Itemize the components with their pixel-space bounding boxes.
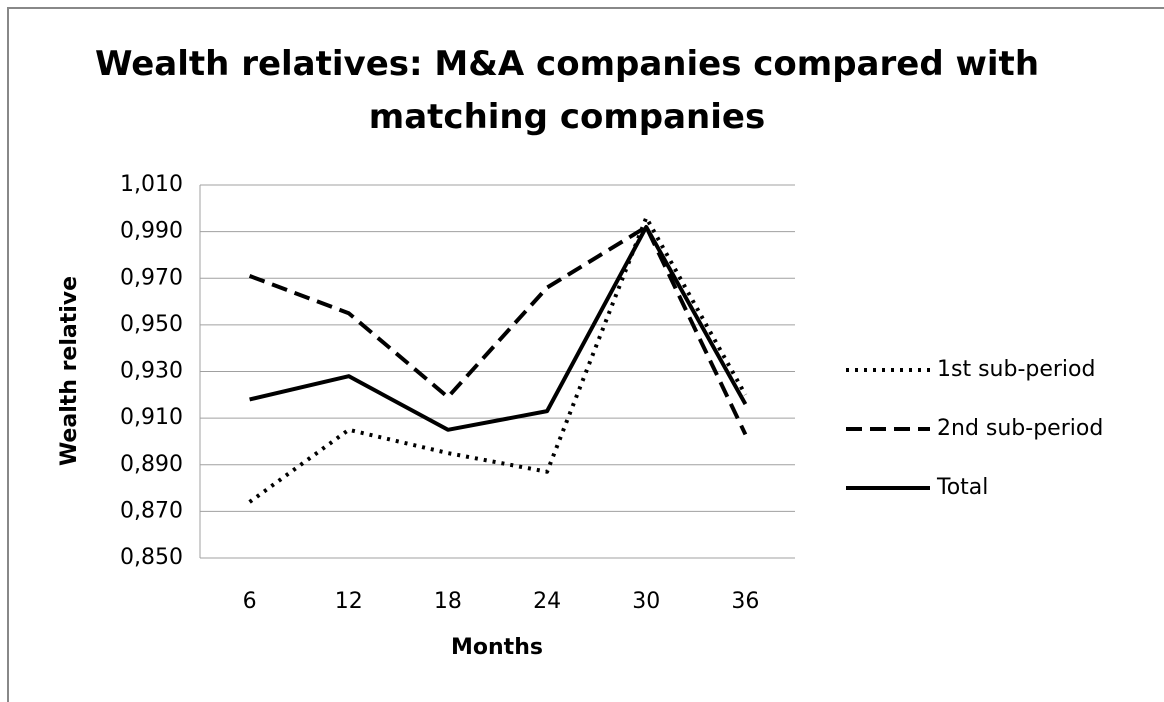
chart-border: [7, 7, 1164, 702]
y-tick-label: 0,850: [120, 545, 183, 570]
legend-label: 2nd sub-period: [937, 416, 1103, 441]
y-tick-label: 0,910: [120, 405, 183, 430]
y-tick-label: 0,990: [120, 219, 183, 244]
y-tick-label: 0,890: [120, 452, 183, 477]
line-series: [249, 224, 748, 432]
legend-label: 1st sub-period: [937, 357, 1095, 382]
line-series: [248, 215, 748, 504]
chart-title: Wealth relatives: M&A companies compared…: [95, 44, 1039, 137]
x-tick-label: 6: [243, 589, 257, 614]
y-tick-label: 0,870: [120, 498, 183, 523]
x-tick-label: 12: [335, 589, 363, 614]
y-axis-label: Wealth relative: [57, 276, 82, 466]
legend-label: Total: [936, 475, 988, 500]
y-tick-label: 0,930: [120, 359, 183, 384]
x-tick-label: 24: [533, 589, 561, 614]
y-tick-label: 1,010: [120, 172, 183, 197]
x-axis-label: Months: [451, 635, 543, 660]
y-tick-label: 0,950: [120, 312, 183, 337]
x-tick-label: 30: [632, 589, 660, 614]
x-tick-label: 36: [731, 589, 759, 614]
x-tick-label: 18: [434, 589, 462, 614]
line-series: [248, 224, 748, 436]
y-tick-label: 0,970: [120, 265, 183, 290]
